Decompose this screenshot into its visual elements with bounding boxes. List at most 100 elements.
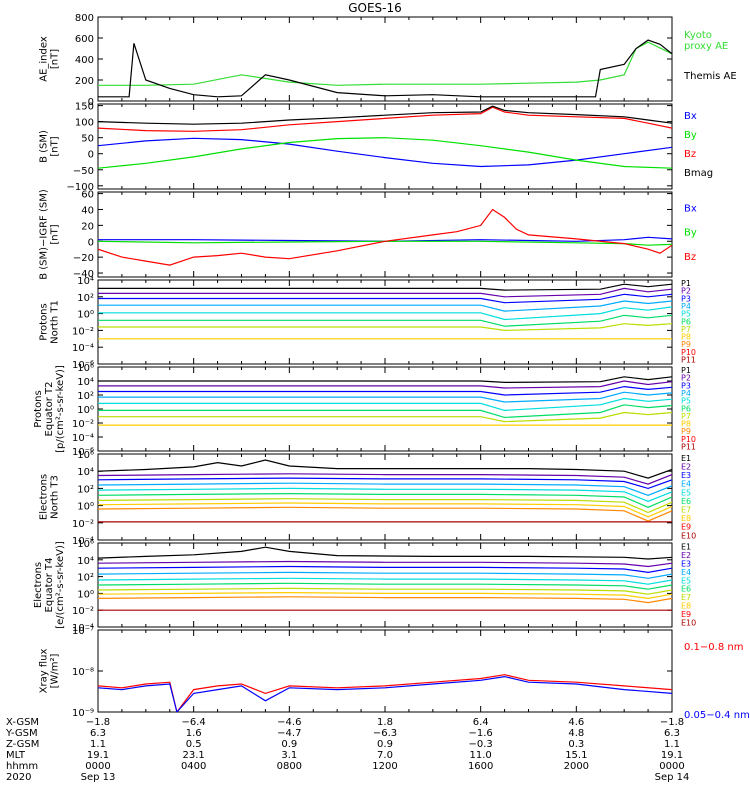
elec4-series-e1 [98, 546, 672, 560]
ae-legend-themis-ae: Themis AE [683, 71, 737, 82]
ae-ytick-label: 600 [75, 34, 94, 45]
elec4-ytick-label: 10⁰ [77, 589, 94, 600]
elec3-ytick-label: 10⁰ [77, 502, 94, 513]
prot1-ytick-label: 10² [77, 293, 94, 304]
orbit-value-hhmm: 0400 [181, 761, 206, 772]
elec3-series-e1 [98, 459, 672, 479]
prot2-series-p5 [98, 397, 672, 412]
orbit-row-label-y-gsm: Y-GSM [5, 728, 38, 739]
elec3-legend-e3: E3 [681, 471, 691, 480]
prot1-ytick-label: 10⁴ [77, 276, 94, 287]
orbit-value-z-gsm: 1.1 [90, 739, 106, 750]
prot1-ylabel: ProtonsNorth T1 [39, 300, 61, 344]
orbit-row-label-2020: 2020 [6, 772, 31, 783]
bigrf-ytick-label: −20 [73, 253, 94, 264]
orbit-value-2020: Sep 13 [81, 772, 116, 783]
orbit-value-x-gsm: −1.8 [86, 717, 110, 728]
prot2-series-p1 [98, 376, 672, 384]
prot2-series-p4 [98, 391, 672, 403]
xray-ylabel: Xray flux[W/m²] [39, 649, 61, 694]
orbit-value-x-gsm: 6.4 [473, 717, 489, 728]
prot1-ytick-label: 10⁻⁴ [72, 343, 94, 354]
orbit-value-mlt: 7.0 [377, 750, 393, 761]
bsm-series-by [98, 137, 672, 169]
elec4-ytick-label: 10⁶ [77, 539, 94, 550]
xray-ytick-label: 10⁻⁸ [72, 667, 94, 678]
prot2-ytick-label: 10⁶ [77, 363, 94, 374]
elec4-series-e6 [98, 582, 672, 590]
elec3-ylabel: ElectronsNorth T3 [39, 474, 61, 520]
bsm-ylabel: B (SM)[nT] [39, 130, 61, 163]
orbit-value-mlt: 11.0 [470, 750, 492, 761]
orbit-value-x-gsm: 1.8 [377, 717, 393, 728]
elec4-series-e2 [98, 560, 672, 568]
elec4-legend-e1: E1 [681, 543, 691, 552]
bigrf-ytick-label: −40 [73, 269, 94, 280]
elec3-series-e6 [98, 492, 672, 508]
prot2-legend-p4: P4 [681, 389, 691, 398]
bigrf-ytick-label: 20 [81, 221, 94, 232]
prot2-legend-p2: P2 [681, 374, 691, 383]
orbit-value-mlt: 19.1 [661, 750, 683, 761]
ae-series-kyoto-proxy-ae [98, 41, 672, 86]
orbit-value-x-gsm: −1.8 [660, 717, 684, 728]
bigrf-frame [97, 191, 673, 278]
orbit-value-mlt: 3.1 [281, 750, 297, 761]
prot1-series-p1 [98, 283, 672, 291]
prot1-legend-p11: P11 [681, 355, 696, 364]
orbit-value-x-gsm: 4.6 [568, 717, 584, 728]
ae-ytick-label: 800 [75, 13, 94, 24]
prot2-series-p2 [98, 380, 672, 389]
prot2-ytick-label: 10⁻⁴ [72, 433, 94, 444]
orbit-value-y-gsm: 6.3 [90, 728, 106, 739]
prot2-legend-p10: P10 [681, 435, 696, 444]
orbit-value-y-gsm: 4.8 [568, 728, 584, 739]
elec3-ytick-label: 10⁴ [77, 467, 94, 478]
elec3-legend-e2: E2 [681, 462, 691, 471]
bigrf-series-bz [98, 208, 672, 266]
orbit-value-x-gsm: −6.4 [182, 717, 206, 728]
xray-ytick-label: 10⁻⁹ [72, 708, 94, 719]
bigrf-ytick-label: 40 [81, 205, 94, 216]
ae-legend-proxy-ae: proxy AE [684, 41, 728, 52]
xray-legend-0-05-0-4-nm: 0.05−0.4 nm [684, 710, 750, 721]
orbit-row-label-x-gsm: X-GSM [6, 717, 39, 728]
prot1-legend-p10: P10 [681, 348, 696, 357]
ae-ytick-label: 400 [75, 55, 94, 66]
orbit-value-hhmm: 0800 [277, 761, 302, 772]
prot2-ytick-label: 10⁰ [77, 405, 94, 416]
orbit-value-y-gsm: 6.3 [664, 728, 680, 739]
bigrf-series-bx [98, 236, 672, 242]
elec4-ytick-label: 10⁻⁴ [72, 623, 94, 634]
orbit-value-z-gsm: 0.9 [281, 739, 297, 750]
orbit-value-y-gsm: −4.7 [277, 728, 301, 739]
prot2-ytick-label: 10⁴ [77, 377, 94, 388]
prot1-legend-p2: P2 [681, 287, 691, 296]
bigrf-series-by [98, 240, 672, 246]
elec3-series-e9 [98, 506, 672, 522]
ae-ylabel: AE_index[nT] [39, 36, 61, 82]
prot2-legend-p9: P9 [681, 427, 691, 436]
elec3-series-e8 [98, 502, 672, 518]
xray-legend-0-1-0-8-nm: 0.1−0.8 nm [684, 642, 743, 653]
elec4-ytick-label: 10⁴ [77, 556, 94, 567]
xray-ytick-label: 10⁻⁷ [72, 626, 94, 637]
elec4-series-e4 [98, 571, 672, 579]
elec4-ytick-label: 10² [77, 573, 94, 584]
elec3-legend-e10: E10 [681, 531, 696, 540]
prot2-ytick-label: 10² [77, 391, 94, 402]
elec4-ytick-label: 10⁻² [72, 606, 94, 617]
orbit-value-z-gsm: 0.5 [186, 739, 202, 750]
elec4-legend-e4: E4 [681, 568, 691, 577]
elec3-legend-e6: E6 [681, 497, 691, 506]
prot1-ytick-label: 10⁻⁶ [72, 360, 94, 371]
orbit-value-z-gsm: 1.1 [664, 739, 680, 750]
elec4-ylabel: ElectronsEquator T4[e/(cm²-s-sr-keV)] [33, 541, 66, 629]
orbit-value-y-gsm: −6.3 [373, 728, 397, 739]
prot1-legend-p7: P7 [681, 325, 691, 334]
bsm-series-bz [98, 106, 672, 132]
bigrf-ytick-label: 60 [81, 190, 94, 201]
orbit-value-hhmm: 0000 [659, 761, 684, 772]
prot1-ytick-label: 10⁰ [77, 310, 94, 321]
